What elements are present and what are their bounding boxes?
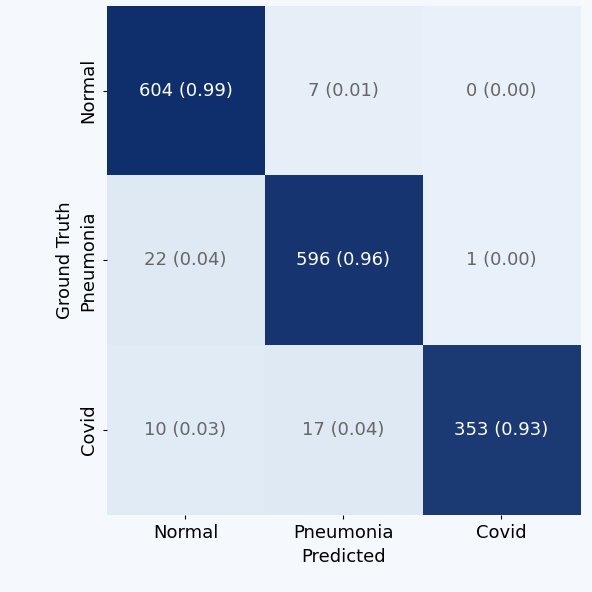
Text: 1 (0.00): 1 (0.00) xyxy=(466,252,536,269)
Y-axis label: Ground Truth: Ground Truth xyxy=(56,202,74,319)
Text: 604 (0.99): 604 (0.99) xyxy=(139,82,233,100)
Text: 353 (0.93): 353 (0.93) xyxy=(454,421,548,439)
Text: 0 (0.00): 0 (0.00) xyxy=(466,82,536,100)
Text: 17 (0.04): 17 (0.04) xyxy=(302,421,385,439)
X-axis label: Predicted: Predicted xyxy=(301,548,385,565)
Text: 10 (0.03): 10 (0.03) xyxy=(144,421,227,439)
Text: 22 (0.04): 22 (0.04) xyxy=(144,252,227,269)
Text: 7 (0.01): 7 (0.01) xyxy=(308,82,379,100)
Text: 596 (0.96): 596 (0.96) xyxy=(297,252,390,269)
